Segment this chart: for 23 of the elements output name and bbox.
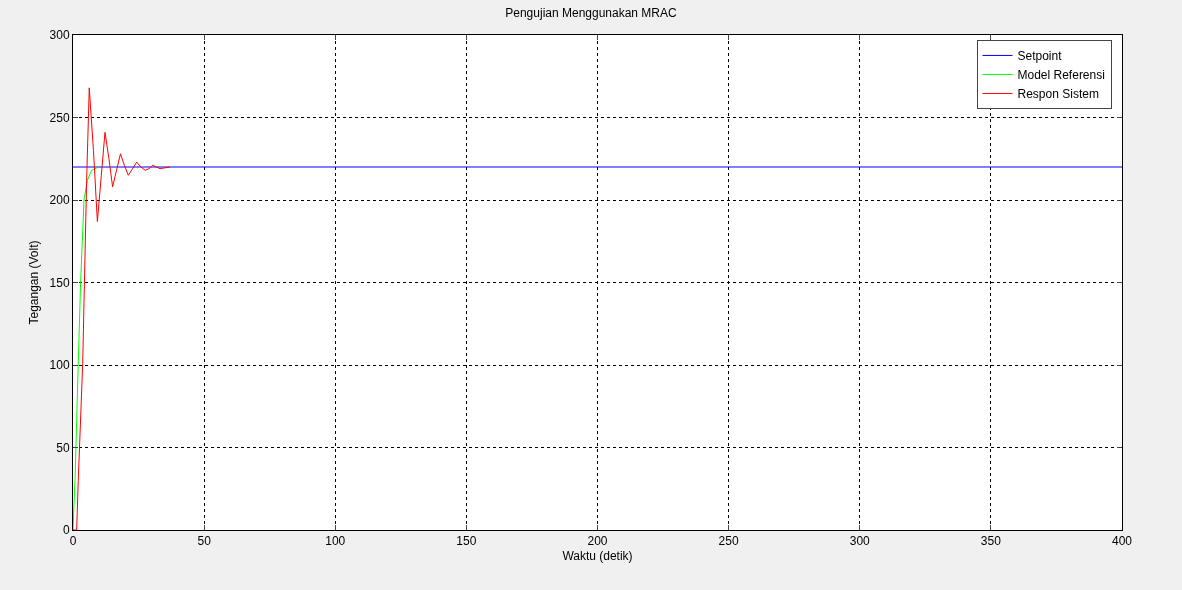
x-tick-label: 100 (325, 534, 346, 549)
x-tick-label: 350 (980, 534, 1002, 549)
y-tick-label: 150 (49, 275, 70, 290)
y-tick-label: 250 (49, 110, 70, 125)
y-tick-label: 0 (62, 523, 70, 538)
legend-label: Respon Sistem (1017, 87, 1099, 102)
line-series (73, 166, 100, 530)
y-tick-label: 200 (49, 193, 70, 208)
y-tick-label: 300 (49, 28, 70, 43)
legend-label: Model Referensi (1017, 68, 1105, 83)
y-axis-title: Tegangan (Volt) (26, 240, 41, 325)
line-series (73, 87, 171, 530)
x-axis-title: Waktu (detik) (562, 549, 633, 564)
y-tick-label: 100 (49, 358, 70, 373)
legend-label: Setpoint (1017, 49, 1063, 64)
x-tick-label: 300 (849, 534, 871, 549)
x-tick-label: 250 (718, 534, 739, 549)
x-tick-label: 400 (1111, 534, 1133, 549)
y-tick-label: 50 (56, 440, 70, 455)
chart-title: Pengujian Menggunakan MRAC (505, 6, 678, 21)
x-tick-label: 150 (456, 534, 477, 549)
x-tick-label: 50 (197, 534, 212, 549)
x-tick-label: 200 (587, 534, 608, 549)
